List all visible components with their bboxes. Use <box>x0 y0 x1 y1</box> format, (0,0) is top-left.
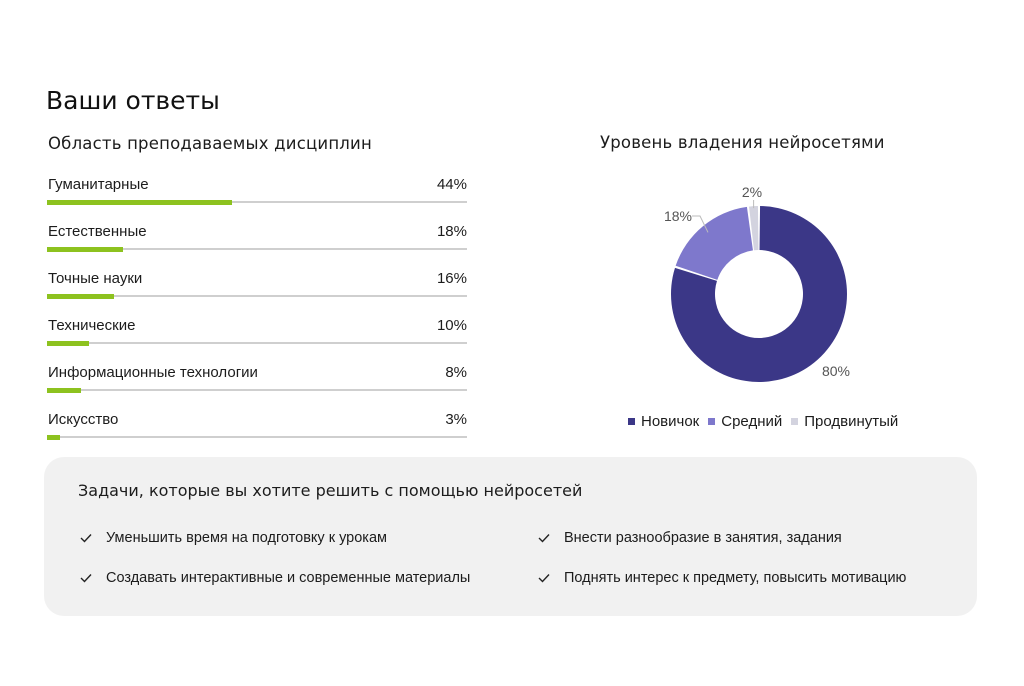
bar-value-label: 8% <box>445 364 467 381</box>
donut-slice-label: 18% <box>664 208 692 224</box>
skill-level-donut-chart: 80% 18% 2% <box>664 184 850 382</box>
donut-slice-label: 80% <box>822 363 850 379</box>
task-item-label: Создавать интерактивные и современные ма… <box>106 570 471 586</box>
disciplines-chart-title: Область преподаваемых дисциплин <box>48 134 372 153</box>
bar-category-label: Информационные технологии <box>48 364 258 381</box>
check-icon <box>538 534 550 543</box>
donut-slice-label: 2% <box>742 184 762 200</box>
legend-swatch <box>628 418 635 425</box>
donut-slice <box>749 206 759 251</box>
check-icon <box>80 574 92 583</box>
bar-category-label: Гуманитарные <box>48 176 149 193</box>
bar-row: Точные науки 16% <box>47 264 467 311</box>
legend-item: Новичок <box>628 413 699 430</box>
skill-level-chart-title: Уровень владения нейросетями <box>600 133 885 152</box>
bar-fill <box>47 247 123 252</box>
task-item-label: Поднять интерес к предмету, повысить мот… <box>564 570 907 586</box>
legend-swatch <box>791 418 799 425</box>
bar-fill <box>47 200 232 205</box>
tasks-panel: Задачи, которые вы хотите решить с помощ… <box>44 457 977 616</box>
task-item: Создавать интерактивные и современные ма… <box>80 570 470 586</box>
bar-fill <box>47 388 81 393</box>
legend-swatch <box>708 418 716 425</box>
bar-row: Гуманитарные 44% <box>47 170 467 217</box>
bar-fill <box>47 435 60 440</box>
bar-value-label: 3% <box>445 411 467 428</box>
legend-item: Средний <box>708 413 782 430</box>
bar-category-label: Точные науки <box>48 270 143 287</box>
task-item: Поднять интерес к предмету, повысить мот… <box>538 570 906 586</box>
bar-track <box>47 389 467 391</box>
bar-row: Естественные 18% <box>47 217 467 264</box>
donut-leader-line <box>692 215 709 233</box>
donut-legend: Новичок Средний Продвинутый <box>628 413 898 430</box>
bar-value-label: 10% <box>436 317 467 334</box>
task-item: Внести разнообразие в занятия, задания <box>538 530 842 546</box>
bar-fill <box>47 294 115 299</box>
bar-category-label: Искусство <box>48 411 119 428</box>
donut-slice <box>675 206 753 280</box>
check-icon <box>80 534 92 543</box>
bar-value-label: 18% <box>436 223 467 240</box>
donut-slice <box>671 206 847 382</box>
task-item-label: Уменьшить время на подготовку к урокам <box>106 530 387 546</box>
bar-fill <box>47 341 89 346</box>
bar-track <box>47 295 467 297</box>
legend-label: Продвинутый <box>804 413 899 430</box>
bar-category-label: Естественные <box>48 223 147 240</box>
bar-track <box>47 342 467 344</box>
tasks-title: Задачи, которые вы хотите решить с помощ… <box>78 481 583 500</box>
bar-track <box>47 248 467 250</box>
page-title: Ваши ответы <box>46 86 220 115</box>
legend-item: Продвинутый <box>791 413 898 430</box>
legend-label: Средний <box>721 413 783 430</box>
bar-row: Искусство 3% <box>47 405 467 452</box>
bar-track <box>47 436 467 438</box>
bar-value-label: 44% <box>436 176 467 193</box>
bar-row: Технические 10% <box>47 311 467 358</box>
bar-row: Информационные технологии 8% <box>47 358 467 405</box>
check-icon <box>538 574 550 583</box>
disciplines-bar-chart: Гуманитарные 44% Естественные 18% Точные нау… <box>47 170 467 452</box>
task-item: Уменьшить время на подготовку к урокам <box>80 530 387 546</box>
legend-label: Новичок <box>641 413 700 430</box>
bar-value-label: 16% <box>436 270 467 287</box>
task-item-label: Внести разнообразие в занятия, задания <box>564 530 842 546</box>
bar-track <box>47 201 467 203</box>
bar-category-label: Технические <box>48 317 136 334</box>
